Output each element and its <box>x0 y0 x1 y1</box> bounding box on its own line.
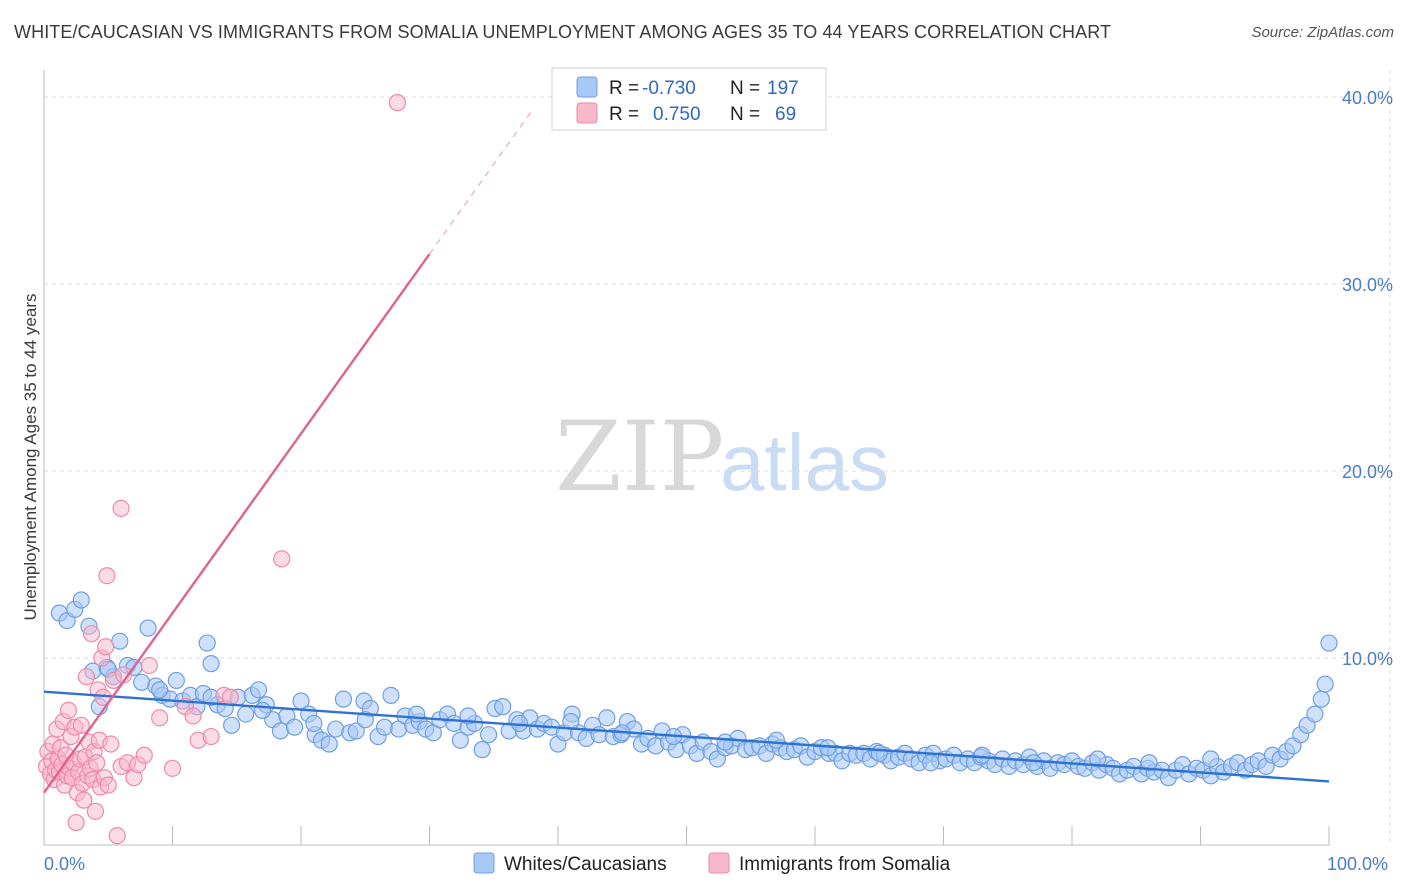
bottom-legend: Whites/Caucasians Immigrants from Somali… <box>474 853 951 875</box>
watermark: ZIP atlas <box>555 401 889 513</box>
point-somalia-61 <box>185 708 201 724</box>
point-whites-195 <box>717 734 733 750</box>
point-whites-191 <box>923 755 939 771</box>
bottom-legend-swatch-blue <box>474 853 494 873</box>
point-somalia-56 <box>136 747 152 763</box>
point-whites-189 <box>1025 755 1041 771</box>
point-somalia-57 <box>141 657 157 673</box>
point-somalia-16 <box>60 702 76 718</box>
point-whites-203 <box>306 715 322 731</box>
x-tick-label-max: 100.0% <box>1327 854 1388 874</box>
point-whites-80 <box>599 710 615 726</box>
point-whites-40 <box>321 736 337 752</box>
point-whites-182 <box>1307 706 1323 722</box>
point-somalia-46 <box>99 568 115 584</box>
point-whites-206 <box>152 682 168 698</box>
y-tick-label-0: 10.0% <box>1342 649 1393 669</box>
point-whites-22 <box>199 635 215 651</box>
point-whites-186 <box>1203 751 1219 767</box>
y-tick-label-2: 30.0% <box>1342 275 1393 295</box>
point-somalia-37 <box>87 803 103 819</box>
point-whites-190 <box>974 747 990 763</box>
point-whites-13 <box>140 620 156 636</box>
point-somalia-45 <box>98 639 114 655</box>
point-whites-28 <box>238 706 254 722</box>
point-whites-30 <box>251 682 267 698</box>
y-tick-label-1: 20.0% <box>1342 462 1393 482</box>
point-somalia-59 <box>165 760 181 776</box>
point-whites-194 <box>768 732 784 748</box>
legend-r-label-blue: R = <box>609 78 639 99</box>
point-somalia-58 <box>152 710 168 726</box>
point-whites-201 <box>409 706 425 722</box>
legend-r-label-pink: R = <box>609 104 639 125</box>
bottom-legend-label-blue: Whites/Caucasians <box>504 854 667 875</box>
point-whites-42 <box>335 691 351 707</box>
point-somalia-34 <box>84 626 100 642</box>
point-somalia-65 <box>222 689 238 705</box>
legend-n-label-blue: N = <box>730 78 760 99</box>
point-somalia-50 <box>109 828 125 844</box>
trend-line-whites <box>44 692 1329 782</box>
trend-line-somalia-extension <box>430 110 533 254</box>
point-somalia-22 <box>68 815 84 831</box>
y-axis-label: Unemployment Among Ages 35 to 44 years <box>21 294 40 621</box>
point-whites-49 <box>383 687 399 703</box>
point-somalia-63 <box>203 729 219 745</box>
point-whites-23 <box>203 656 219 672</box>
watermark-zip: ZIP <box>555 401 724 513</box>
point-whites-17 <box>168 672 184 688</box>
point-somalia-48 <box>103 736 119 752</box>
point-whites-35 <box>287 719 303 735</box>
point-somalia-38 <box>89 755 105 771</box>
point-whites-12 <box>134 674 150 690</box>
point-whites-192 <box>871 745 887 761</box>
legend-r-value-pink: 0.750 <box>653 104 701 125</box>
chart-canvas: ZIP atlas 10.0% 20.0% 30.0% 40.0% 0.0% 100.… <box>0 0 1406 892</box>
point-somalia-30 <box>78 669 94 685</box>
bottom-legend-label-pink: Immigrants from Somalia <box>739 854 951 875</box>
point-somalia-47 <box>100 777 116 793</box>
point-somalia-68 <box>389 95 405 111</box>
point-whites-48 <box>377 719 393 735</box>
bottom-legend-swatch-pink <box>709 853 729 873</box>
point-whites-26 <box>224 717 240 733</box>
point-whites-185 <box>1321 635 1337 651</box>
point-whites-3 <box>73 592 89 608</box>
point-whites-33 <box>272 723 288 739</box>
legend-n-label-pink: N = <box>730 104 760 125</box>
point-whites-183 <box>1313 691 1329 707</box>
x-tick-label-min: 0.0% <box>44 854 85 874</box>
point-somalia-67 <box>113 500 129 516</box>
point-whites-204 <box>254 702 270 718</box>
point-whites-58 <box>446 715 462 731</box>
point-whites-65 <box>495 699 511 715</box>
point-whites-62 <box>474 742 490 758</box>
point-somalia-66 <box>274 551 290 567</box>
point-whites-63 <box>481 727 497 743</box>
point-whites-41 <box>328 721 344 737</box>
legend-swatch-pink <box>577 103 597 123</box>
legend-swatch-blue <box>577 77 597 97</box>
series-whites-caucasians <box>51 592 1337 786</box>
legend-n-value-blue: 197 <box>767 78 799 99</box>
point-whites-184 <box>1317 676 1333 692</box>
legend-r-value-blue: -0.730 <box>642 78 696 99</box>
y-tick-labels: 10.0% 20.0% 30.0% 40.0% <box>1342 88 1393 669</box>
legend-box: R = -0.730 N = 197 R = 0.750 N = 69 <box>552 68 826 130</box>
y-tick-label-3: 40.0% <box>1342 88 1393 108</box>
legend-n-value-pink: 69 <box>775 104 796 125</box>
watermark-atlas: atlas <box>720 418 889 507</box>
